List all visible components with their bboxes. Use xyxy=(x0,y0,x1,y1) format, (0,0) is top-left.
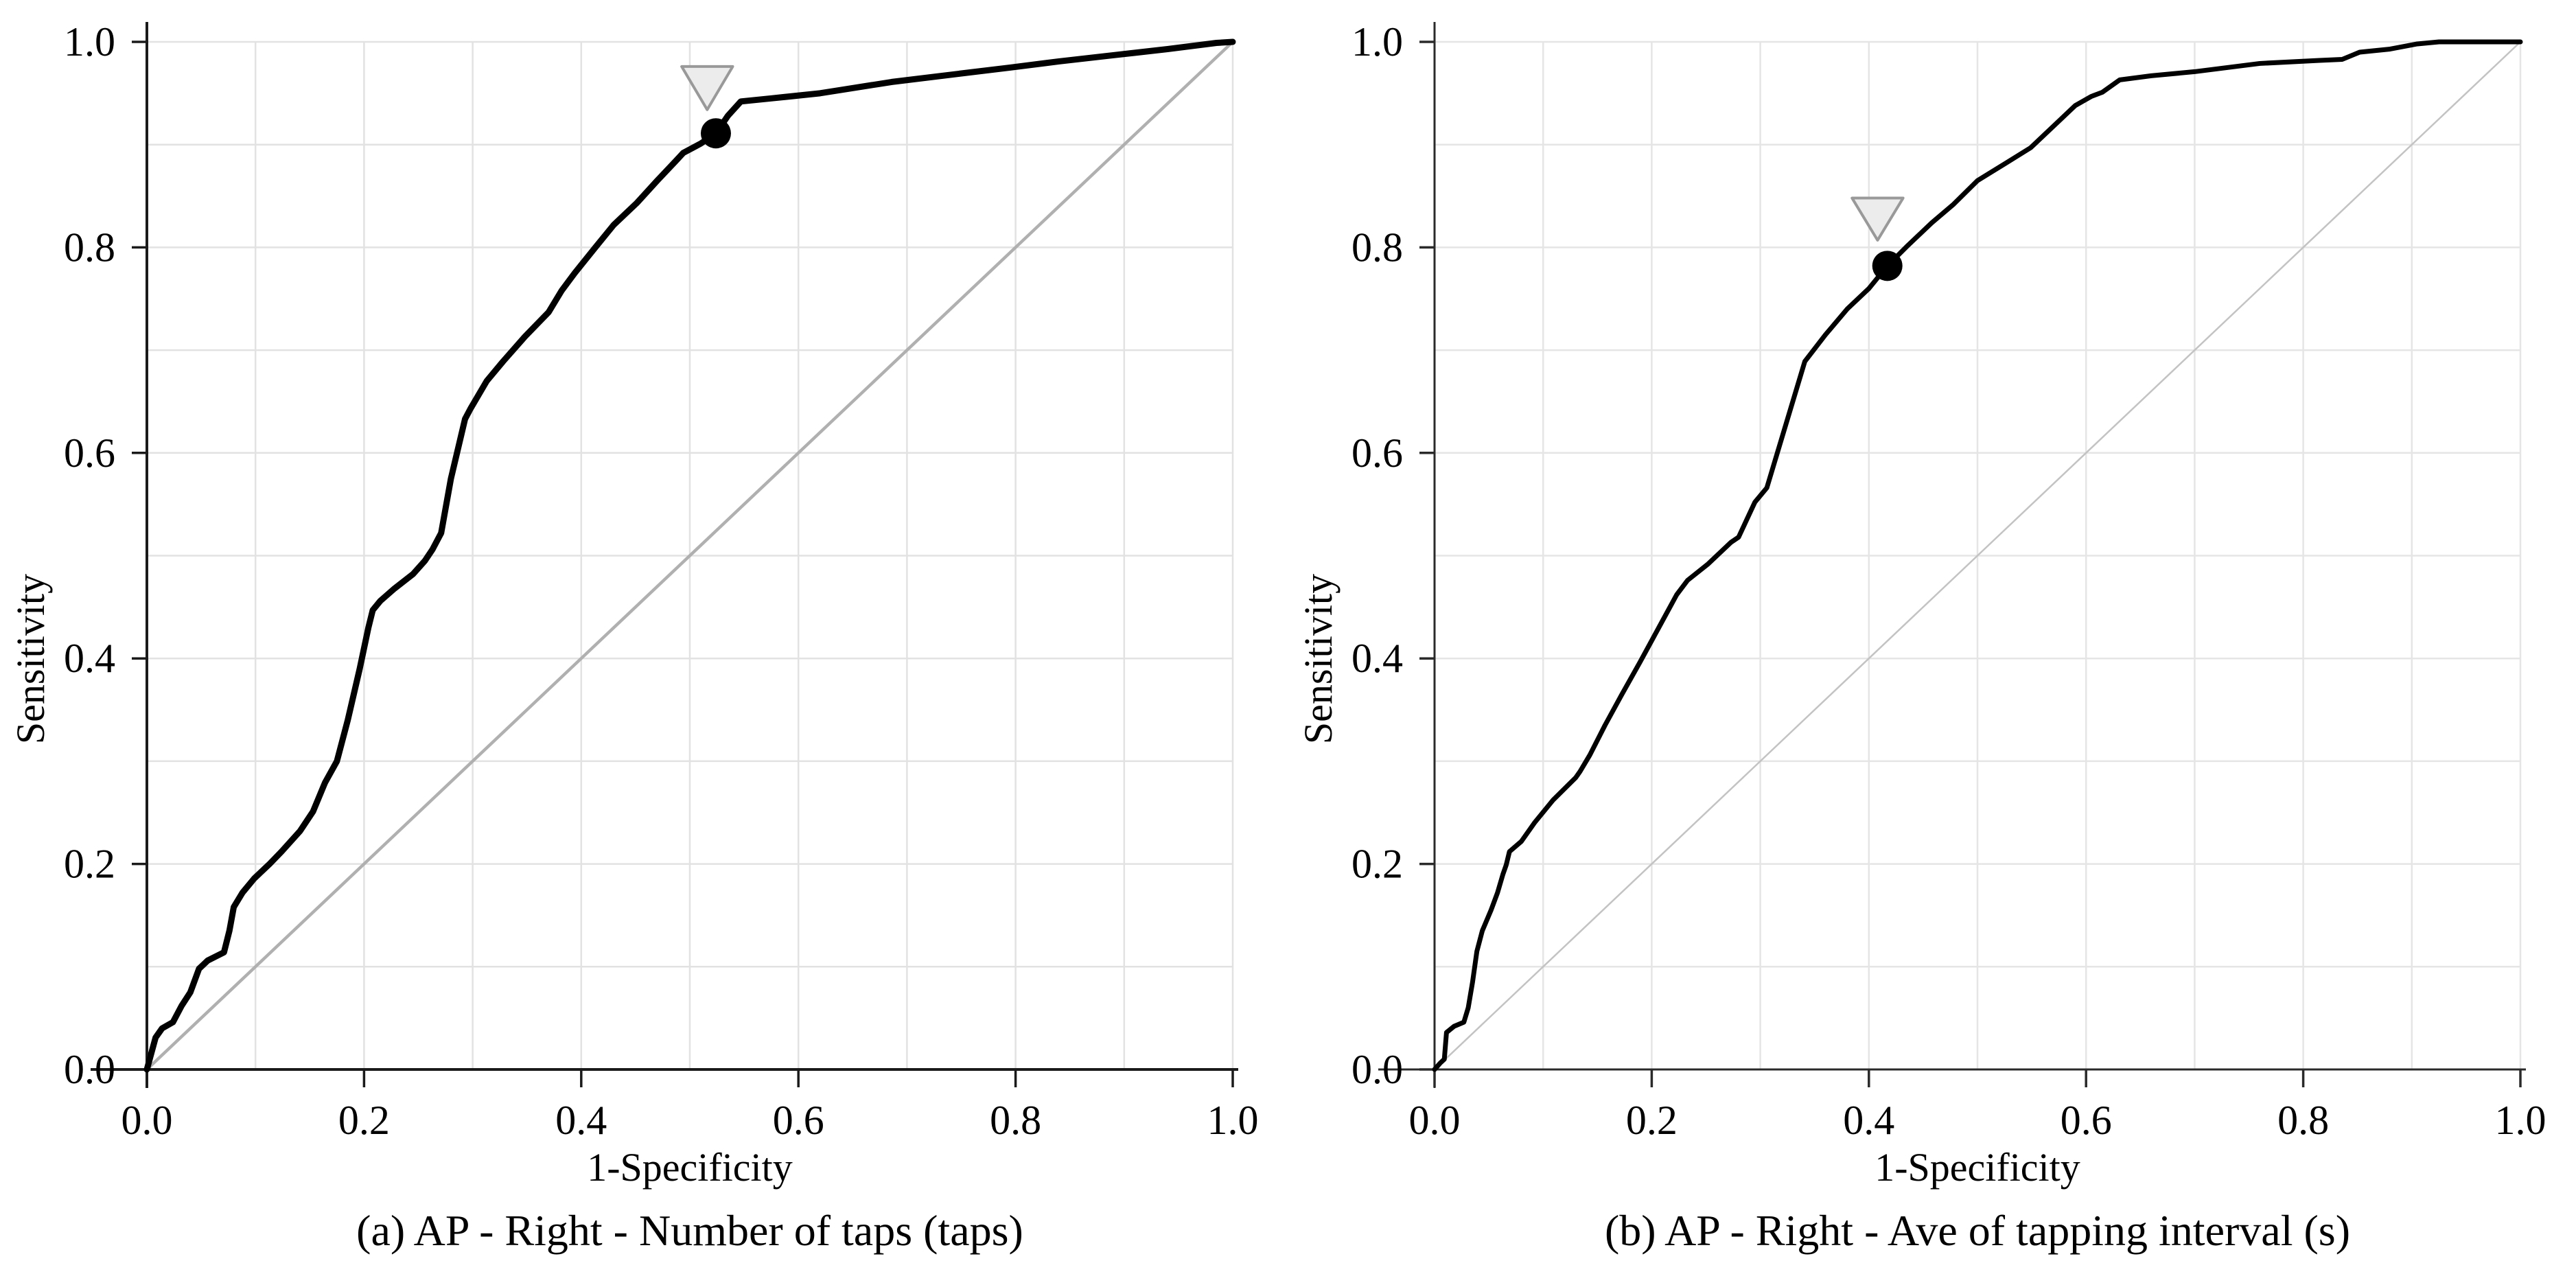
x-axis-label: 1-Specificity xyxy=(1875,1145,2080,1190)
y-tick-label: 0.8 xyxy=(64,224,115,270)
cursor-triangle-icon xyxy=(1850,196,1905,242)
x-tick-label: 1.0 xyxy=(2495,1098,2546,1143)
x-tick-label: 0.0 xyxy=(121,1098,173,1143)
chart-layer-a: 0.0 0.2 0.4 0.6 0.8 1.0 0.0 0.2 0.4 0.6 0.8 1.0 xyxy=(64,19,1259,1143)
x-tick-label: 0.6 xyxy=(773,1098,824,1143)
x-tick-label: 0.2 xyxy=(338,1098,390,1143)
roc-plot-b: 0.0 0.2 0.4 0.6 0.8 1.0 0.0 0.2 0.4 0.6 0.8 1.0 1-S… xyxy=(1296,19,2546,1190)
caption-a: (a) AP - Right - Number of taps (taps) xyxy=(356,1206,1023,1255)
x-tick-label: 0.2 xyxy=(1626,1098,1678,1143)
chance-diagonal xyxy=(146,40,1234,1071)
y-tick-label: 0.6 xyxy=(64,430,115,476)
operating-point-marker xyxy=(1872,251,1903,281)
y-axis-label: Sensitivity xyxy=(1296,574,1341,744)
y-tick-label: 0.4 xyxy=(1351,636,1403,681)
x-tick-label: 0.4 xyxy=(1843,1098,1894,1143)
x-axis-label: 1-Specificity xyxy=(587,1145,793,1190)
x-tick-label: 1.0 xyxy=(1207,1098,1259,1143)
y-tick-label: 0.8 xyxy=(1351,224,1403,270)
y-tick-label: 0.2 xyxy=(1351,842,1403,887)
x-tick-label: 0.8 xyxy=(2277,1098,2329,1143)
y-axis-label: Sensitivity xyxy=(8,574,53,744)
roc-curve xyxy=(1432,39,2523,1072)
roc-curve xyxy=(143,38,1236,1073)
panel-a: 0.0 0.2 0.4 0.6 0.8 1.0 0.0 0.2 0.4 0.6 0.8 1.0 1-S… xyxy=(8,19,1259,1255)
y-tick-label: 1.0 xyxy=(1351,19,1403,65)
y-tick-label: 0.6 xyxy=(1351,430,1403,476)
chart-layer-b: 0.0 0.2 0.4 0.6 0.8 1.0 0.0 0.2 0.4 0.6 0.8 1.0 xyxy=(1351,19,2546,1143)
x-tick-label: 0.0 xyxy=(1409,1098,1461,1143)
cursor-triangle-icon xyxy=(680,65,734,111)
roc-plot-a: 0.0 0.2 0.4 0.6 0.8 1.0 0.0 0.2 0.4 0.6 0.8 1.0 1-S… xyxy=(8,19,1259,1190)
chance-diagonal xyxy=(1434,41,2521,1070)
y-tick-label: 0.0 xyxy=(64,1047,115,1092)
x-tick-label: 0.6 xyxy=(2061,1098,2112,1143)
caption-b: (b) AP - Right - Ave of tapping interval… xyxy=(1604,1206,2351,1255)
x-tick-label: 0.4 xyxy=(555,1098,607,1143)
panel-b: 0.0 0.2 0.4 0.6 0.8 1.0 0.0 0.2 0.4 0.6 0.8 1.0 1-S… xyxy=(1288,0,2575,1285)
x-tick-label: 0.8 xyxy=(990,1098,1041,1143)
y-tick-label: 1.0 xyxy=(64,19,115,65)
y-tick-label: 0.2 xyxy=(64,842,115,887)
operating-point-marker xyxy=(700,118,731,149)
y-tick-label: 0.4 xyxy=(64,636,115,681)
y-tick-label: 0.0 xyxy=(1351,1047,1403,1092)
